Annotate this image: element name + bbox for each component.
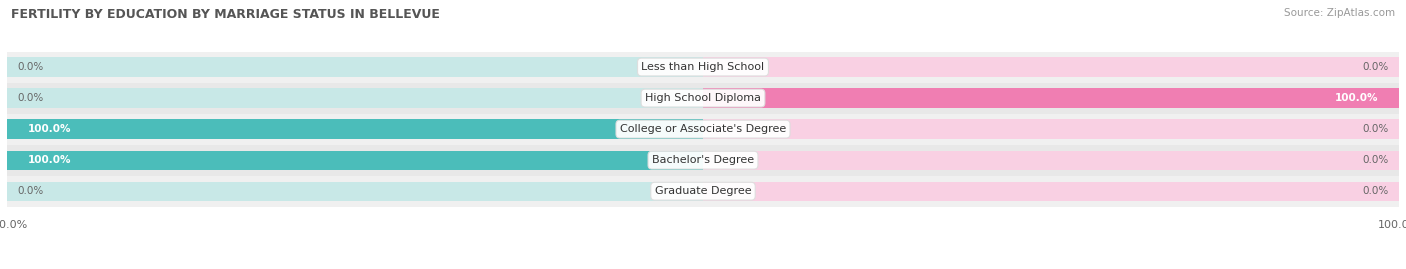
Text: 0.0%: 0.0% xyxy=(17,186,44,196)
Bar xyxy=(703,89,1399,108)
Text: 0.0%: 0.0% xyxy=(1362,155,1389,165)
Text: High School Diploma: High School Diploma xyxy=(645,93,761,103)
Bar xyxy=(7,114,1399,145)
Bar xyxy=(703,57,1399,77)
Text: 0.0%: 0.0% xyxy=(1362,62,1389,72)
Bar xyxy=(7,182,703,201)
Bar xyxy=(703,151,1399,170)
Text: 100.0%: 100.0% xyxy=(1334,93,1378,103)
Bar xyxy=(7,151,703,170)
Text: Bachelor's Degree: Bachelor's Degree xyxy=(652,155,754,165)
Text: 0.0%: 0.0% xyxy=(17,93,44,103)
Bar xyxy=(7,145,1399,176)
Text: 0.0%: 0.0% xyxy=(1362,124,1389,134)
Text: Less than High School: Less than High School xyxy=(641,62,765,72)
Bar xyxy=(7,57,703,77)
Bar xyxy=(703,89,1399,108)
Text: Source: ZipAtlas.com: Source: ZipAtlas.com xyxy=(1284,8,1395,18)
Bar xyxy=(7,52,1399,83)
Legend: Married, Unmarried: Married, Unmarried xyxy=(614,266,792,269)
Text: 100.0%: 100.0% xyxy=(28,155,72,165)
Text: College or Associate's Degree: College or Associate's Degree xyxy=(620,124,786,134)
Bar xyxy=(7,176,1399,207)
Bar xyxy=(7,89,703,108)
Text: 100.0%: 100.0% xyxy=(28,124,72,134)
Text: FERTILITY BY EDUCATION BY MARRIAGE STATUS IN BELLEVUE: FERTILITY BY EDUCATION BY MARRIAGE STATU… xyxy=(11,8,440,21)
Text: 0.0%: 0.0% xyxy=(17,62,44,72)
Bar xyxy=(7,83,1399,114)
Text: 0.0%: 0.0% xyxy=(1362,186,1389,196)
Bar xyxy=(7,119,703,139)
Text: Graduate Degree: Graduate Degree xyxy=(655,186,751,196)
Bar xyxy=(7,119,703,139)
Bar xyxy=(703,119,1399,139)
Bar xyxy=(703,182,1399,201)
Bar xyxy=(7,151,703,170)
